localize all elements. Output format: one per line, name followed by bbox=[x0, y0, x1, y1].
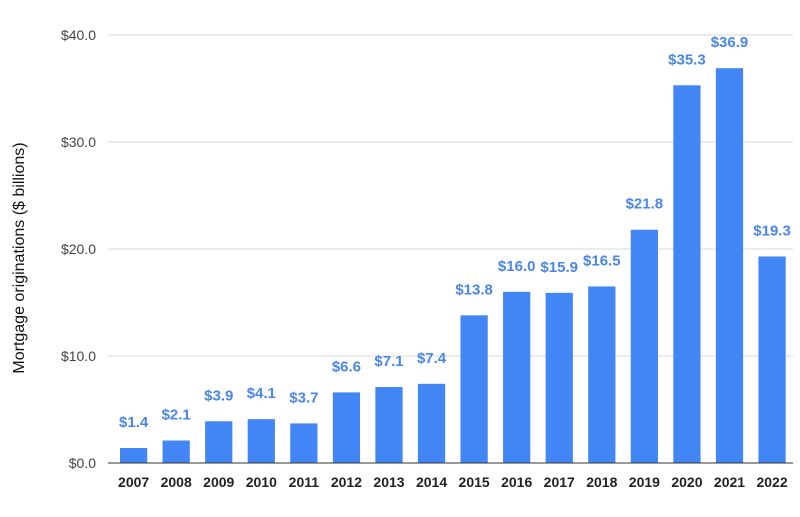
bar bbox=[120, 448, 148, 463]
bar-data-label: $16.0 bbox=[498, 258, 536, 275]
bar-data-label: $19.3 bbox=[753, 222, 791, 239]
bar bbox=[503, 291, 531, 463]
y-tick-label: $30.0 bbox=[61, 134, 96, 150]
x-tick-label: 2010 bbox=[246, 474, 277, 490]
bar bbox=[588, 286, 616, 463]
bar-data-label: $3.7 bbox=[289, 389, 318, 406]
bar bbox=[417, 383, 446, 463]
bar bbox=[205, 421, 233, 463]
y-tick-label: $0.0 bbox=[69, 455, 96, 471]
y-tick-label: $10.0 bbox=[61, 348, 96, 364]
bar bbox=[630, 229, 658, 463]
bar-data-label: $1.4 bbox=[119, 414, 149, 431]
x-tick-label: 2012 bbox=[331, 474, 362, 490]
bar bbox=[460, 315, 488, 463]
bar-data-label: $15.9 bbox=[540, 259, 578, 276]
bar-data-label: $4.1 bbox=[247, 385, 276, 402]
y-axis: $0.0 $10.0 $20.0 $30.0 $40.0 bbox=[61, 27, 96, 471]
bar bbox=[673, 85, 701, 463]
x-tick-label: 2008 bbox=[161, 474, 192, 490]
bar bbox=[247, 419, 275, 463]
bar-data-label: $2.1 bbox=[162, 407, 191, 424]
bar bbox=[162, 440, 190, 463]
x-tick-label: 2020 bbox=[671, 474, 702, 490]
bar-data-label: $35.3 bbox=[668, 51, 706, 68]
x-tick-label: 2009 bbox=[203, 474, 234, 490]
bar-data-label: $7.4 bbox=[417, 350, 447, 367]
x-tick-label: 2018 bbox=[586, 474, 617, 490]
bars bbox=[120, 68, 786, 464]
data-labels: $1.4 $2.1 $3.9 $4.1 $3.7 $6.6 $7.1 $7.4 $13.8 $16… bbox=[119, 34, 791, 431]
bar bbox=[758, 256, 786, 463]
y-tick-label: $40.0 bbox=[61, 27, 96, 43]
x-tick-label: 2013 bbox=[373, 474, 404, 490]
x-tick-label: 2015 bbox=[459, 474, 490, 490]
x-tick-label: 2011 bbox=[289, 474, 320, 490]
x-tick-label: 2014 bbox=[416, 474, 447, 490]
bar-data-label: $36.9 bbox=[711, 34, 749, 51]
x-tick-label: 2016 bbox=[501, 474, 532, 490]
bar bbox=[332, 392, 361, 463]
bar-data-label: $3.9 bbox=[204, 387, 233, 404]
x-tick-label: 2017 bbox=[544, 474, 575, 490]
y-tick-label: $20.0 bbox=[61, 241, 96, 257]
x-tick-label: 2021 bbox=[714, 474, 745, 490]
x-tick-label: 2007 bbox=[118, 474, 149, 490]
bar-data-label: $7.1 bbox=[374, 353, 403, 370]
x-tick-label: 2022 bbox=[756, 474, 787, 490]
bar-data-label: $13.8 bbox=[455, 281, 493, 298]
y-axis-title: Mortgage originations ($ billions) bbox=[11, 142, 28, 373]
x-tick-label: 2019 bbox=[629, 474, 660, 490]
bar bbox=[715, 68, 744, 464]
bar-data-label: $21.8 bbox=[626, 196, 664, 213]
bar-data-label: $16.5 bbox=[583, 252, 621, 269]
bar bbox=[290, 423, 318, 463]
bar bbox=[545, 292, 573, 463]
bar-data-label: $6.6 bbox=[332, 358, 361, 375]
x-axis: 2007 2008 2009 2010 2011 2012 2013 2014 2015 2016… bbox=[108, 462, 793, 490]
bar bbox=[375, 387, 403, 463]
